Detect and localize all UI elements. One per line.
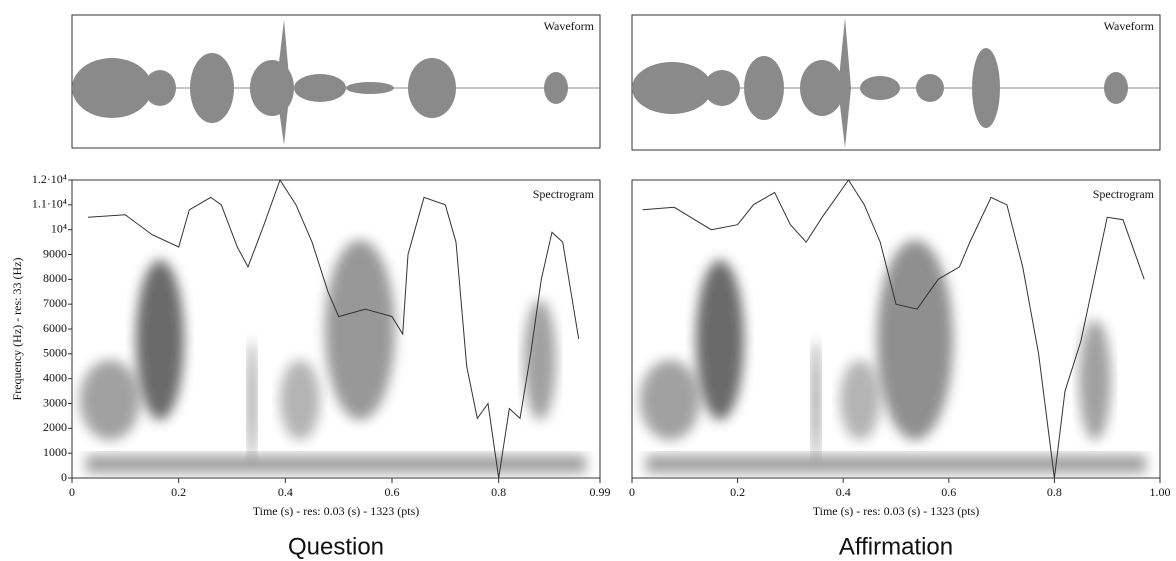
y-tick-label: 8000 bbox=[43, 271, 67, 285]
x-tick-label: 0.8 bbox=[1047, 485, 1062, 499]
x-tick-label: 0.2 bbox=[730, 485, 745, 499]
y-tick-label: 3000 bbox=[43, 395, 67, 409]
y-tick-label: 6000 bbox=[43, 321, 67, 335]
x-tick-label: 0.99 bbox=[590, 485, 611, 499]
y-tick-label: 10⁴ bbox=[51, 221, 67, 235]
y-tick-label: 1.2·10⁴ bbox=[32, 172, 67, 186]
x-tick-label: 0 bbox=[69, 485, 75, 499]
panel-label: Spectrogram bbox=[1093, 187, 1155, 201]
x-tick-label: 0.2 bbox=[171, 485, 186, 499]
y-tick-label: 5000 bbox=[43, 346, 67, 360]
x-tick-label: 0.4 bbox=[278, 485, 293, 499]
x-tick-label: 0.6 bbox=[941, 485, 956, 499]
y-tick-label: 7000 bbox=[43, 296, 67, 310]
panel-label: Waveform bbox=[1104, 19, 1155, 33]
waveform-right bbox=[631, 14, 1161, 151]
y-tick-label: 2000 bbox=[43, 420, 67, 434]
pitch-contour bbox=[87, 178, 580, 479]
y-tick-label: 1.1·10⁴ bbox=[32, 197, 67, 211]
chart-title: Affirmation bbox=[839, 533, 953, 560]
waveform-left bbox=[71, 14, 601, 149]
x-tick-label: 0.8 bbox=[491, 485, 506, 499]
y-axis-label: Frequency (Hz) - res: 33 (Hz) bbox=[10, 258, 24, 401]
y-tick-label: 1000 bbox=[43, 445, 67, 459]
spectrogram-right bbox=[640, 240, 1146, 473]
x-tick-label: 0 bbox=[629, 485, 635, 499]
x-axis-label: Time (s) - res: 0.03 (s) - 1323 (pts) bbox=[813, 504, 980, 518]
panel-label: Spectrogram bbox=[533, 187, 595, 201]
y-tick-label: 0 bbox=[61, 470, 67, 484]
y-tick-label: 9000 bbox=[43, 246, 67, 260]
x-tick-label: 0.4 bbox=[836, 485, 851, 499]
pitch-contour bbox=[642, 179, 1145, 479]
chart-title: Question bbox=[288, 533, 384, 560]
x-axis-label: Time (s) - res: 0.03 (s) - 1323 (pts) bbox=[253, 504, 420, 518]
y-tick-label: 4000 bbox=[43, 370, 67, 384]
x-tick-label: 0.6 bbox=[385, 485, 400, 499]
plot-frame bbox=[631, 179, 1161, 479]
x-tick-label: 1.00 bbox=[1150, 485, 1171, 499]
spectrogram-left bbox=[80, 240, 586, 473]
panel-label: Waveform bbox=[544, 19, 595, 33]
